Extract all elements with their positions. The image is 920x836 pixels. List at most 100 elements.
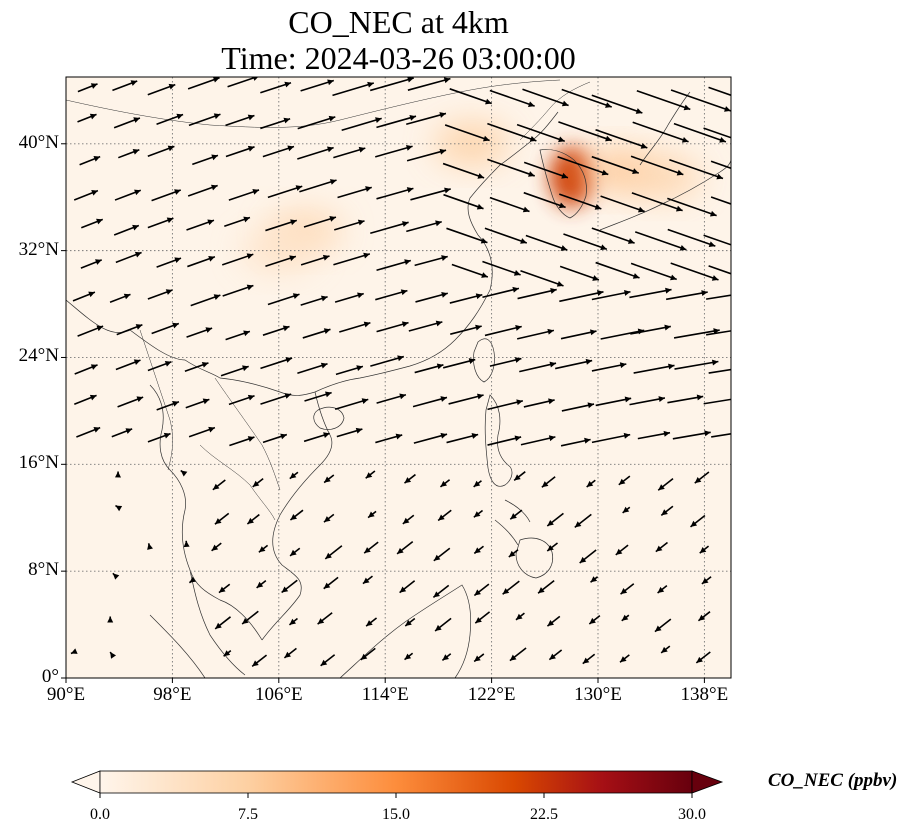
wind-vector-227 bbox=[473, 509, 484, 518]
wind-vector-55 bbox=[114, 189, 142, 201]
co-plume-3 bbox=[433, 121, 510, 166]
wind-vector-237 bbox=[183, 540, 190, 548]
wind-vector-36 bbox=[79, 155, 101, 166]
wind-vector-52 bbox=[669, 159, 724, 180]
wind-vector-172 bbox=[448, 393, 484, 405]
wind-vector-304 bbox=[660, 645, 671, 654]
wind-vector-274 bbox=[214, 616, 232, 630]
wind-vector-226 bbox=[437, 509, 452, 522]
map-frame bbox=[65, 76, 732, 679]
wind-vector-68 bbox=[600, 195, 645, 213]
wind-vector-213 bbox=[618, 475, 631, 486]
lon-tick-label: 98°E bbox=[153, 684, 192, 705]
wind-vector-188 bbox=[375, 433, 403, 444]
wind-vector-80 bbox=[370, 221, 409, 235]
wind-vector-102 bbox=[520, 270, 564, 287]
wind-vector-123 bbox=[629, 287, 672, 299]
wind-vector-108 bbox=[72, 291, 96, 302]
wind-vector-105 bbox=[630, 262, 677, 281]
wind-vector-203 bbox=[252, 478, 264, 488]
wind-vector-11 bbox=[489, 89, 535, 107]
wind-vector-153 bbox=[414, 363, 444, 374]
wind-vector-199 bbox=[114, 471, 121, 478]
wind-vector-166 bbox=[228, 394, 255, 406]
colorbar-max-extend bbox=[691, 770, 724, 794]
wind-vector-207 bbox=[403, 473, 416, 484]
wind-vector-214 bbox=[657, 478, 674, 491]
wind-vector-124 bbox=[665, 290, 708, 301]
wind-vector-165 bbox=[185, 398, 210, 409]
wind-vector-210 bbox=[513, 471, 526, 482]
wind-vector-22 bbox=[225, 114, 255, 127]
coastline-korea bbox=[539, 149, 587, 219]
wind-vector-40 bbox=[225, 145, 255, 158]
wind-vector-29 bbox=[487, 122, 537, 142]
map-plot-area bbox=[66, 77, 731, 678]
wind-vector-95 bbox=[265, 255, 297, 268]
wind-vector-271 bbox=[107, 616, 114, 623]
wind-vector-64 bbox=[443, 193, 484, 210]
wind-vector-145 bbox=[115, 359, 141, 371]
wind-vector-179 bbox=[703, 398, 731, 405]
wind-vector-74 bbox=[147, 217, 174, 229]
wind-vector-292 bbox=[223, 649, 232, 657]
wind-vector-201 bbox=[180, 469, 188, 477]
wind-vector-78 bbox=[303, 216, 337, 228]
wind-vector-45 bbox=[406, 148, 447, 162]
wind-vector-60 bbox=[299, 179, 337, 193]
coastline-borneo bbox=[339, 584, 472, 678]
wind-vector-110 bbox=[147, 289, 173, 300]
wind-vector-67 bbox=[559, 193, 602, 210]
wind-vector-103 bbox=[559, 265, 600, 281]
wind-vector-255 bbox=[188, 576, 197, 584]
wind-vector-206 bbox=[365, 470, 376, 479]
wind-vector-208 bbox=[439, 479, 451, 488]
wind-vector-288 bbox=[70, 648, 78, 655]
wind-vector-190 bbox=[446, 433, 479, 444]
wind-vector-286 bbox=[654, 618, 672, 633]
coastline-taiwan bbox=[473, 338, 495, 383]
wind-vector-12 bbox=[522, 88, 569, 107]
wind-vector-299 bbox=[473, 653, 485, 663]
colorbar-tick-label: 7.5 bbox=[238, 806, 258, 823]
coastline-layer bbox=[66, 79, 731, 678]
wind-vector-156 bbox=[519, 361, 557, 373]
border-china-north bbox=[66, 79, 561, 128]
wind-vector-56 bbox=[151, 189, 182, 202]
wind-vector-181 bbox=[111, 428, 133, 438]
wind-vector-147 bbox=[184, 362, 209, 372]
lat-tick-label: 16°N bbox=[18, 452, 59, 474]
wind-vector-223 bbox=[323, 513, 335, 523]
wind-vector-250 bbox=[655, 541, 668, 553]
wind-vector-241 bbox=[324, 545, 343, 560]
wind-vector-38 bbox=[147, 145, 175, 157]
wind-vector-146 bbox=[147, 361, 172, 372]
wind-vector-185 bbox=[262, 433, 288, 444]
wind-vector-134 bbox=[376, 321, 409, 333]
wind-vector-17 bbox=[708, 86, 731, 97]
wind-vector-138 bbox=[516, 328, 555, 340]
wind-vector-27 bbox=[406, 112, 447, 126]
wind-vector-4 bbox=[227, 77, 259, 88]
wind-vector-253 bbox=[112, 572, 120, 580]
coastline-malay-peninsula bbox=[189, 569, 246, 676]
coastline-mindanao bbox=[515, 537, 554, 579]
wind-vector-130 bbox=[225, 330, 251, 341]
wind-vector-59 bbox=[267, 185, 303, 199]
wind-vector-131 bbox=[262, 325, 290, 336]
wind-vector-302 bbox=[582, 653, 596, 665]
border-china-korea bbox=[519, 81, 591, 141]
wind-vector-31 bbox=[558, 121, 613, 142]
wind-vector-2 bbox=[147, 83, 176, 96]
wind-vector-49 bbox=[557, 156, 609, 176]
wind-vector-202 bbox=[212, 479, 226, 491]
wind-vector-162 bbox=[74, 394, 97, 405]
colorbar-gradient bbox=[99, 770, 693, 794]
wind-vector-261 bbox=[399, 580, 416, 594]
wind-vector-135 bbox=[408, 320, 443, 332]
lon-tick-label: 90°E bbox=[46, 684, 86, 705]
wind-vector-247 bbox=[546, 542, 558, 552]
wind-vector-183 bbox=[188, 426, 216, 438]
wind-vector-240 bbox=[289, 547, 301, 557]
wind-vector-133 bbox=[339, 321, 371, 333]
